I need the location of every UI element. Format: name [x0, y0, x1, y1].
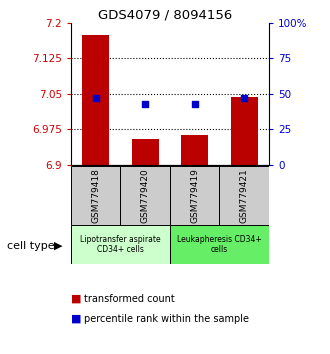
- Text: GSM779421: GSM779421: [240, 168, 249, 223]
- Text: Leukapheresis CD34+
cells: Leukapheresis CD34+ cells: [177, 235, 262, 254]
- Text: transformed count: transformed count: [84, 294, 175, 304]
- Text: percentile rank within the sample: percentile rank within the sample: [84, 314, 249, 324]
- Bar: [170, 225, 269, 264]
- Text: GDS4079 / 8094156: GDS4079 / 8094156: [98, 9, 232, 22]
- Point: [242, 95, 247, 101]
- Text: GSM779419: GSM779419: [190, 168, 199, 223]
- Point: [192, 101, 197, 107]
- Text: cell type: cell type: [7, 241, 54, 251]
- Point: [143, 101, 148, 107]
- Point: [93, 95, 98, 101]
- Text: Lipotransfer aspirate
CD34+ cells: Lipotransfer aspirate CD34+ cells: [80, 235, 161, 254]
- Bar: [120, 166, 170, 225]
- Bar: [82, 35, 109, 165]
- Bar: [219, 166, 269, 225]
- Bar: [170, 166, 219, 225]
- Text: GSM779420: GSM779420: [141, 168, 150, 223]
- Bar: [132, 139, 159, 165]
- Bar: [71, 225, 170, 264]
- Bar: [181, 135, 208, 165]
- Text: GSM779418: GSM779418: [91, 168, 100, 223]
- Bar: [231, 97, 258, 165]
- Bar: [71, 166, 120, 225]
- Text: ■: ■: [71, 294, 82, 304]
- Text: ▶: ▶: [53, 241, 62, 251]
- Text: ■: ■: [71, 314, 82, 324]
